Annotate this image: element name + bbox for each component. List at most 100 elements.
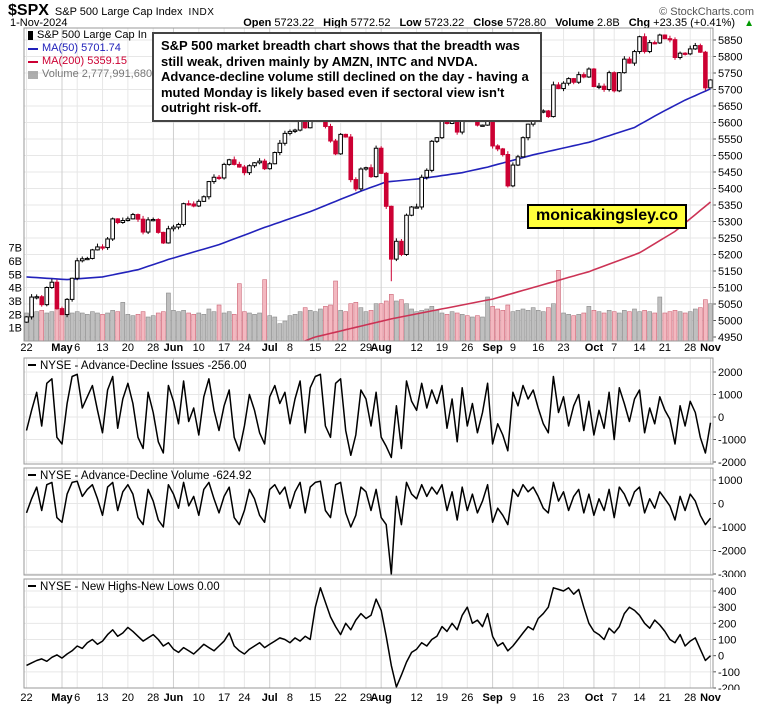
svg-text:-2000: -2000	[718, 457, 746, 466]
volume-bars-icon	[28, 70, 38, 79]
date-tick: 8	[286, 342, 294, 354]
date-tick: 19	[435, 342, 449, 354]
date-tick: 15	[309, 342, 322, 354]
svg-text:7B: 7B	[9, 243, 22, 255]
date-tick: Nov	[700, 342, 721, 354]
svg-text:2B: 2B	[9, 309, 22, 321]
date-tick: 22	[334, 692, 347, 704]
date-tick: 28	[147, 342, 160, 354]
date-tick: 24	[238, 342, 251, 354]
panel-frame	[23, 357, 714, 465]
panel-line	[26, 587, 712, 688]
svg-text:2000: 2000	[718, 367, 742, 379]
panel-title: NYSE - Advance-Decline Issues -256.00	[40, 360, 246, 372]
stat-high: High 5772.52	[323, 17, 391, 29]
date-tick: 23	[557, 342, 570, 354]
svg-text:300: 300	[718, 602, 736, 614]
date-axis-main: 22 May 6 13 20 28 Jun 10 17 24 Jul 8 15 22 29 Aug 12 19 26…	[0, 342, 760, 356]
source-credit: © StockCharts.com	[659, 6, 754, 18]
date-tick: 7	[611, 342, 618, 354]
date-tick: 14	[633, 692, 646, 704]
svg-text:5700: 5700	[718, 85, 742, 97]
panel-new-highs-new-lows: 400 300 200 100 0 -100 -200 NYSE - New Highs-Ne…	[23, 578, 740, 690]
svg-text:5500: 5500	[718, 151, 742, 163]
stat-change: Chg +23.35 (+0.41%)	[628, 17, 736, 29]
svg-text:1B: 1B	[9, 323, 22, 335]
date-tick: Oct	[584, 342, 604, 354]
svg-text:5100: 5100	[718, 283, 742, 295]
date-tick: 13	[96, 342, 109, 354]
ma50-line-icon	[28, 47, 38, 50]
date-tick: 6	[74, 342, 81, 354]
candlesticks	[24, 33, 713, 323]
date-tick: 9	[509, 342, 516, 354]
svg-text:100: 100	[718, 635, 736, 647]
panel-advance-decline-volume: 1000 0 -1000 -2000 -3000 NYSE - Advance-Decli…	[23, 467, 746, 577]
date-tick: 10	[192, 342, 205, 354]
svg-text:5000: 5000	[718, 316, 742, 328]
panel-frame	[23, 578, 714, 689]
date-tick: Sep	[482, 692, 503, 704]
price-axis-labels: 5850 5800 5750 5700 5650 5600 5550 5500 5450 5400…	[713, 35, 742, 344]
date-tick: 21	[658, 342, 671, 354]
svg-text:5050: 5050	[718, 299, 742, 311]
svg-text:-100: -100	[718, 667, 740, 679]
date-tick: 28	[684, 692, 697, 704]
date-tick: 22	[20, 692, 33, 704]
annotation-box: S&P 500 market breadth chart shows that …	[152, 32, 542, 122]
svg-text:5B: 5B	[9, 269, 22, 281]
svg-text:5400: 5400	[718, 184, 742, 196]
date-tick: Nov	[700, 692, 721, 704]
price-chart: 5850 5800 5750 5700 5650 5600 5550 5500 5450 5400…	[9, 27, 742, 344]
date-tick: 29	[359, 342, 373, 354]
volume-bars	[24, 270, 713, 341]
date-tick: 21	[658, 692, 671, 704]
date-tick: 7	[611, 692, 618, 704]
svg-text:5800: 5800	[718, 52, 742, 64]
svg-text:4B: 4B	[9, 283, 22, 295]
svg-text:5300: 5300	[718, 217, 742, 229]
svg-text:5250: 5250	[718, 233, 742, 245]
date-tick: 24	[238, 692, 251, 704]
date-tick: Aug	[370, 342, 392, 354]
date-tick: 16	[532, 692, 545, 704]
date-tick: Jun	[163, 692, 184, 704]
panel-frame	[23, 467, 714, 576]
stat-volume: Volume 2.8B	[555, 17, 620, 29]
svg-text:-1000: -1000	[718, 435, 746, 447]
date-tick: 29	[359, 692, 373, 704]
date-tick: Oct	[584, 692, 604, 704]
date-tick: 19	[435, 692, 449, 704]
ma50-line	[26, 88, 711, 281]
date-tick: 17	[217, 342, 231, 354]
date-tick: Jun	[163, 342, 184, 354]
date-tick: Sep	[482, 342, 503, 354]
svg-text:5150: 5150	[718, 266, 742, 278]
legend-series: S&P 500 Large Cap In	[28, 29, 152, 42]
date-tick: 20	[121, 342, 134, 354]
legend-volume: Volume 2,777,991,680	[28, 68, 152, 81]
date-tick: Aug	[370, 692, 392, 704]
quote-row: 1-Nov-2024 Open 5723.22 High 5772.52 Low…	[10, 17, 754, 29]
svg-text:5650: 5650	[718, 101, 742, 113]
svg-text:0: 0	[718, 412, 724, 424]
svg-text:3B: 3B	[9, 296, 22, 308]
svg-text:5450: 5450	[718, 167, 742, 179]
date-tick: 22	[334, 342, 347, 354]
date-tick: Jul	[261, 692, 278, 704]
candlestick-icon	[28, 31, 33, 40]
svg-text:5600: 5600	[718, 118, 742, 130]
date-tick: 28	[684, 342, 697, 354]
svg-text:-3000: -3000	[718, 569, 746, 577]
date-tick: 9	[509, 692, 516, 704]
svg-text:1000: 1000	[718, 475, 742, 487]
date-tick: 20	[121, 692, 134, 704]
main-plot-frame	[23, 27, 714, 342]
date-tick: 26	[461, 692, 474, 704]
svg-text:200: 200	[718, 618, 736, 630]
date-tick: 28	[147, 692, 160, 704]
svg-text:4950: 4950	[718, 332, 742, 344]
date-tick: 16	[532, 342, 545, 354]
svg-text:-1000: -1000	[718, 522, 746, 534]
